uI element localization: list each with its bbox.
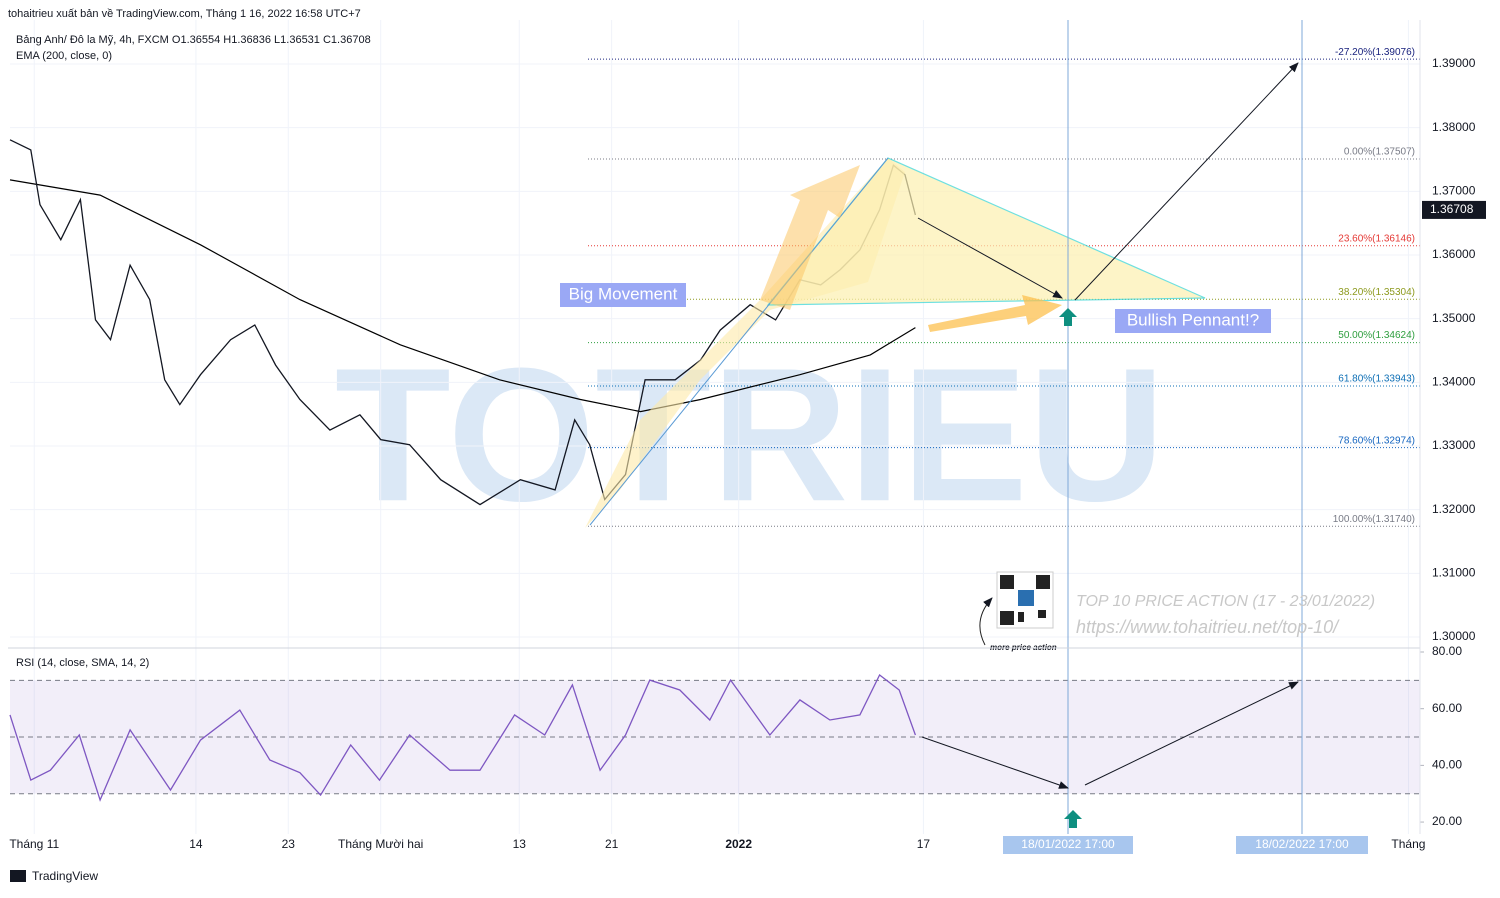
arrow bbox=[1074, 62, 1299, 301]
qr-code bbox=[996, 571, 1054, 629]
fib-label: 61.80%(1.33943) bbox=[1338, 374, 1415, 385]
x-tick-label: 13 bbox=[513, 837, 527, 851]
footer: TradingView bbox=[32, 869, 98, 883]
x-tick-label: 14 bbox=[189, 837, 203, 851]
x-tick-label: 17 bbox=[917, 837, 931, 851]
y-tick-label: 1.32000 bbox=[1432, 502, 1476, 516]
x-tick-label: Tháng bbox=[1391, 837, 1425, 851]
orange-arrow bbox=[760, 165, 860, 310]
price-tag bbox=[1422, 200, 1486, 219]
up-arrow bbox=[1064, 810, 1082, 828]
x-tick-label: Tháng Mười hai bbox=[338, 837, 423, 851]
y-tick-label: 60.00 bbox=[1432, 701, 1462, 715]
annotation: TOP 10 PRICE ACTION (17 - 23/01/2022) bbox=[1076, 593, 1375, 610]
fib-label: -27.20%(1.39076) bbox=[1335, 47, 1415, 58]
y-tick-label: 80.00 bbox=[1432, 644, 1462, 658]
series-line bbox=[9, 674, 917, 802]
x-tick-label: 21 bbox=[605, 837, 619, 851]
y-tick-label: 1.36000 bbox=[1432, 247, 1476, 261]
fib-label: 0.00%(1.37507) bbox=[1344, 147, 1415, 158]
arrow bbox=[921, 736, 1069, 789]
logo bbox=[10, 870, 26, 882]
published: tohaitrieu xuất bản về TradingView.com, … bbox=[8, 8, 361, 20]
fib-label: 78.60%(1.32974) bbox=[1338, 435, 1415, 446]
price-tag-label: 1.36708 bbox=[1430, 202, 1474, 216]
label-box bbox=[1115, 309, 1271, 333]
arrow bbox=[917, 217, 1063, 299]
y-tick-label: 1.37000 bbox=[1432, 183, 1476, 197]
fib-label: 100.00%(1.31740) bbox=[1333, 514, 1415, 525]
y-tick-label: 1.35000 bbox=[1432, 311, 1476, 325]
pole-line bbox=[589, 157, 889, 526]
symbol-info: Bảng Anh/ Đô la Mỹ, 4h, FXCM O1.36554 H1… bbox=[16, 34, 371, 46]
watermark: TOTRIEU bbox=[335, 329, 1165, 541]
ema-line bbox=[9, 179, 916, 413]
time-box bbox=[1003, 836, 1133, 854]
fib-label: 23.60%(1.36146) bbox=[1338, 233, 1415, 244]
y-tick-label: 1.39000 bbox=[1432, 56, 1476, 70]
time-box bbox=[1236, 836, 1368, 854]
annotation: https://www.tohaitrieu.net/top-10/ bbox=[1076, 617, 1340, 637]
arrow bbox=[1084, 681, 1299, 786]
curl-arrow bbox=[979, 597, 993, 646]
x-tick-label: 23 bbox=[282, 837, 296, 851]
y-tick-label: 20.00 bbox=[1432, 814, 1462, 828]
annotation: Big Movement bbox=[569, 284, 678, 303]
y-tick-label: 1.38000 bbox=[1432, 120, 1476, 134]
orange-arrow bbox=[928, 295, 1062, 332]
annotation: Bullish Pennant!? bbox=[1127, 310, 1259, 329]
y-tick-label: 1.31000 bbox=[1432, 565, 1476, 579]
x-tick-label: 2022 bbox=[725, 837, 752, 851]
fib-label: 38.20%(1.35304) bbox=[1338, 287, 1415, 298]
up-arrow bbox=[1059, 308, 1077, 326]
y-tick-label: 1.30000 bbox=[1432, 629, 1476, 643]
time-label: 18/02/2022 17:00 bbox=[1255, 837, 1349, 851]
fib-label: 50.00%(1.34624) bbox=[1338, 330, 1415, 341]
rsi-title: RSI (14, close, SMA, 14, 2) bbox=[16, 657, 149, 669]
y-tick-label: 1.33000 bbox=[1432, 438, 1476, 452]
x-tick-label: Tháng 11 bbox=[9, 837, 59, 851]
y-tick-label: 40.00 bbox=[1432, 758, 1462, 772]
time-label: 18/01/2022 17:00 bbox=[1021, 837, 1115, 851]
label-box bbox=[560, 283, 686, 307]
indicator-info: EMA (200, close, 0) bbox=[16, 50, 112, 62]
y-tick-label: 1.34000 bbox=[1432, 374, 1476, 388]
